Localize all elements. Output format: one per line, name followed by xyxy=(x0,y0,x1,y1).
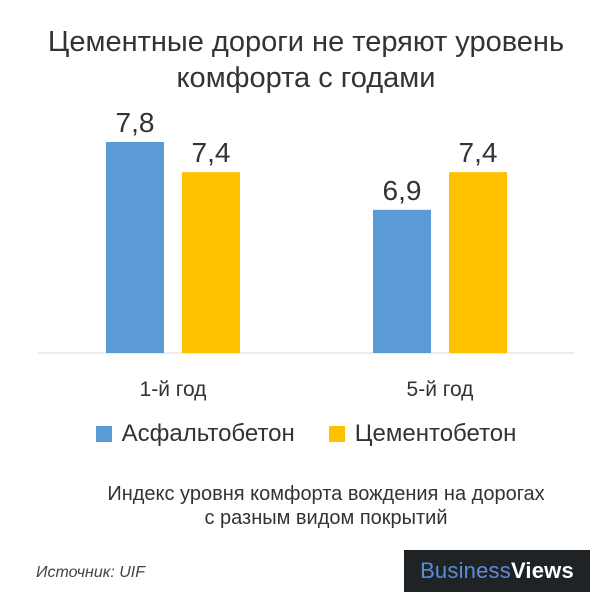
x-tick-label-1: 1-й год xyxy=(140,378,207,401)
bar-asphalt-2 xyxy=(373,209,431,353)
caption-line-1: Индекс уровня комфорта вождения на дорог… xyxy=(107,483,545,505)
x-tick-label-2: 5-й год xyxy=(407,378,474,401)
bar-chart: 7,8 7,4 1-й год 6,9 7,4 5-й год xyxy=(38,107,574,401)
bar-cement-2 xyxy=(449,172,507,353)
data-label-cement-2: 7,4 xyxy=(459,137,498,168)
bar-cement-1 xyxy=(182,172,240,353)
legend-item-cement: Цементобетон xyxy=(328,420,517,448)
data-label-asphalt-2: 6,9 xyxy=(383,175,422,206)
chart-title-line-1: Цементные дороги не теряют уровень xyxy=(47,26,565,58)
brand-logo: Business Views xyxy=(404,550,590,592)
data-label-cement-1: 7,4 xyxy=(192,137,231,168)
chart-legend: Асфальтобетон Цементобетон xyxy=(0,420,612,448)
legend-swatch-cement xyxy=(328,426,345,442)
caption-line-2: с разным видом покрытий xyxy=(204,507,448,529)
legend-label-cement: Цементобетон xyxy=(354,420,517,447)
data-label-asphalt-1: 7,8 xyxy=(116,107,155,138)
chart-title-line-2: комфорта с годами xyxy=(176,62,436,94)
brand-logo-part-1: Business xyxy=(420,558,511,583)
chart-title: Цементные дороги не теряют уровень комфо… xyxy=(0,24,612,96)
brand-logo-part-2: Views xyxy=(510,558,574,583)
source-note: Источник: UIF xyxy=(36,564,145,581)
legend-label-asphalt: Асфальтобетон xyxy=(121,420,295,447)
legend-item-asphalt: Асфальтобетон xyxy=(95,420,295,448)
chart-caption: Индекс уровня комфорта вождения на дорог… xyxy=(40,482,612,530)
bar-asphalt-1 xyxy=(106,142,164,353)
legend-swatch-asphalt xyxy=(95,426,112,442)
